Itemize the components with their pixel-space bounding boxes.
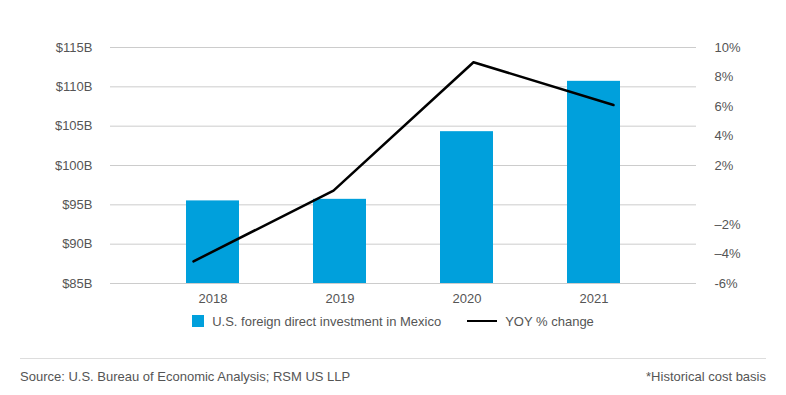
html-text:Source: U.S. Bureau of Economi: Source: U.S. Bureau of Economic Analysis…: [20, 369, 351, 384]
svg-text:2018: 2018: [199, 291, 228, 306]
svg-text:$110B: $110B: [56, 79, 93, 94]
html-text:U.S. foreign direct investment: U.S. foreign direct investment in Mexico: [212, 313, 442, 329]
svg-text:$85B: $85B: [62, 276, 92, 291]
svg-text:2021: 2021: [580, 291, 609, 306]
svg-text:$100B: $100B: [55, 158, 93, 173]
svg-text:-6%: -6%: [715, 276, 739, 291]
svg-text:–4%: –4%: [715, 246, 741, 261]
svg-text:8%: 8%: [715, 69, 734, 84]
svg-text:–2%: –2%: [715, 217, 741, 232]
svg-text:$115B: $115B: [56, 40, 93, 55]
svg-text:4%: 4%: [715, 128, 734, 143]
html-text:YOY % change: YOY % change: [505, 313, 594, 329]
svg-text:2019: 2019: [326, 291, 355, 306]
svg-text:$95B: $95B: [62, 197, 92, 212]
svg-text:10%: 10%: [715, 40, 741, 55]
svg-text:2020: 2020: [453, 291, 482, 306]
svg-text:6%: 6%: [715, 99, 734, 114]
svg-text:2%: 2%: [715, 158, 734, 173]
html-text:*Historical cost basis: *Historical cost basis: [646, 369, 766, 384]
svg-text:$90B: $90B: [62, 236, 92, 251]
svg-text:$105B: $105B: [55, 118, 93, 133]
